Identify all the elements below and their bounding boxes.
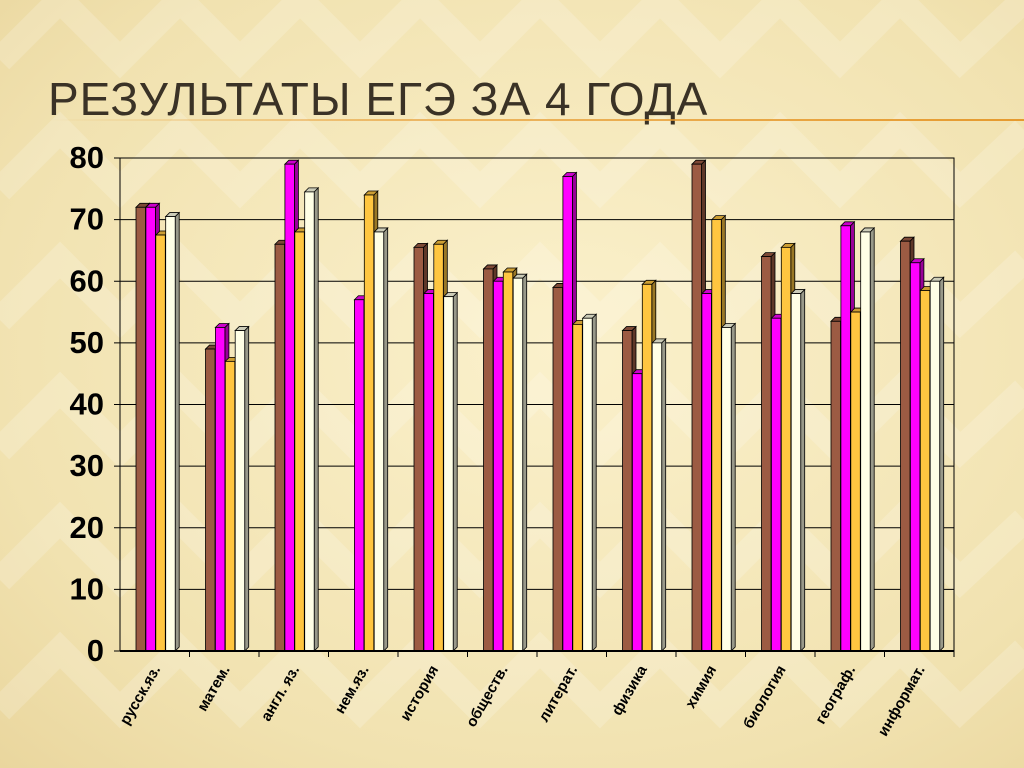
bar (632, 373, 643, 652)
bar (651, 342, 663, 652)
bar-side (313, 186, 319, 652)
bar (483, 268, 494, 652)
bar (135, 206, 146, 652)
bar (502, 271, 514, 652)
bar (294, 231, 305, 652)
bar-side (869, 226, 875, 652)
x-tick-label: химия (682, 663, 720, 712)
bar (790, 293, 802, 652)
bar (423, 293, 434, 652)
bar (701, 293, 712, 652)
bar (761, 256, 772, 652)
bar (165, 216, 176, 652)
bar-side (244, 325, 250, 652)
x-tick-label: физика (609, 662, 651, 719)
bar (711, 219, 722, 652)
bar-side (452, 291, 458, 652)
x-tick-label: биология (740, 663, 790, 732)
title-underline (48, 119, 1024, 121)
bar (780, 246, 792, 652)
bar (304, 191, 315, 652)
bar (234, 330, 246, 652)
bar (145, 206, 156, 652)
y-tick-label: 0 (87, 633, 104, 668)
bar-side (591, 313, 597, 652)
bar (284, 163, 295, 652)
y-tick-label: 70 (70, 202, 104, 237)
bar (641, 283, 653, 652)
bar-side (522, 273, 528, 652)
x-tick-label: информат. (875, 663, 929, 740)
x-tick-label: географ. (812, 663, 859, 728)
bar (443, 296, 454, 652)
bar (900, 240, 911, 652)
bar (850, 311, 861, 652)
bar (214, 327, 226, 652)
bar (492, 280, 504, 652)
bar (840, 225, 851, 652)
y-tick-label: 80 (70, 140, 104, 175)
bar-side (939, 276, 945, 652)
bar (860, 231, 871, 652)
bar-side (661, 337, 667, 652)
bar (562, 176, 573, 652)
bar-side (174, 211, 180, 652)
bar (552, 287, 563, 652)
y-tick-label: 60 (70, 263, 104, 298)
bar (929, 280, 941, 652)
x-tick-label: история (397, 663, 442, 724)
bar (582, 317, 593, 652)
y-tick-label: 40 (70, 387, 104, 422)
x-tick-label: нем.яз. (332, 663, 373, 717)
y-tick-label: 10 (70, 571, 104, 606)
bar (433, 243, 444, 652)
bar (721, 327, 732, 652)
bar (373, 231, 385, 652)
x-tick-label: англ. яз. (258, 663, 303, 725)
y-tick-label: 30 (70, 448, 104, 483)
slide-title: Результаты ЕГЭ за 4 года (48, 73, 709, 125)
bar-side (730, 322, 736, 652)
bar (572, 323, 583, 652)
bar (830, 320, 841, 652)
bar (274, 243, 285, 652)
y-tick-label: 50 (70, 325, 104, 360)
x-tick-label: матем. (194, 663, 234, 715)
bar-side (800, 288, 806, 652)
bar-side (383, 226, 389, 652)
bar (205, 348, 216, 652)
bar (622, 330, 633, 652)
bar (919, 290, 931, 652)
x-tick-label: обществ. (463, 663, 512, 731)
bar (224, 360, 236, 652)
y-tick-label: 20 (70, 510, 104, 545)
bar (353, 299, 365, 652)
x-tick-label: литерат. (535, 663, 581, 725)
bar (910, 262, 921, 652)
bar (771, 317, 782, 652)
bar (363, 194, 375, 652)
x-tick-label: русск.яз. (117, 663, 165, 728)
bar (691, 163, 702, 652)
bar (413, 246, 424, 652)
bar (155, 234, 166, 652)
bar (512, 277, 524, 652)
